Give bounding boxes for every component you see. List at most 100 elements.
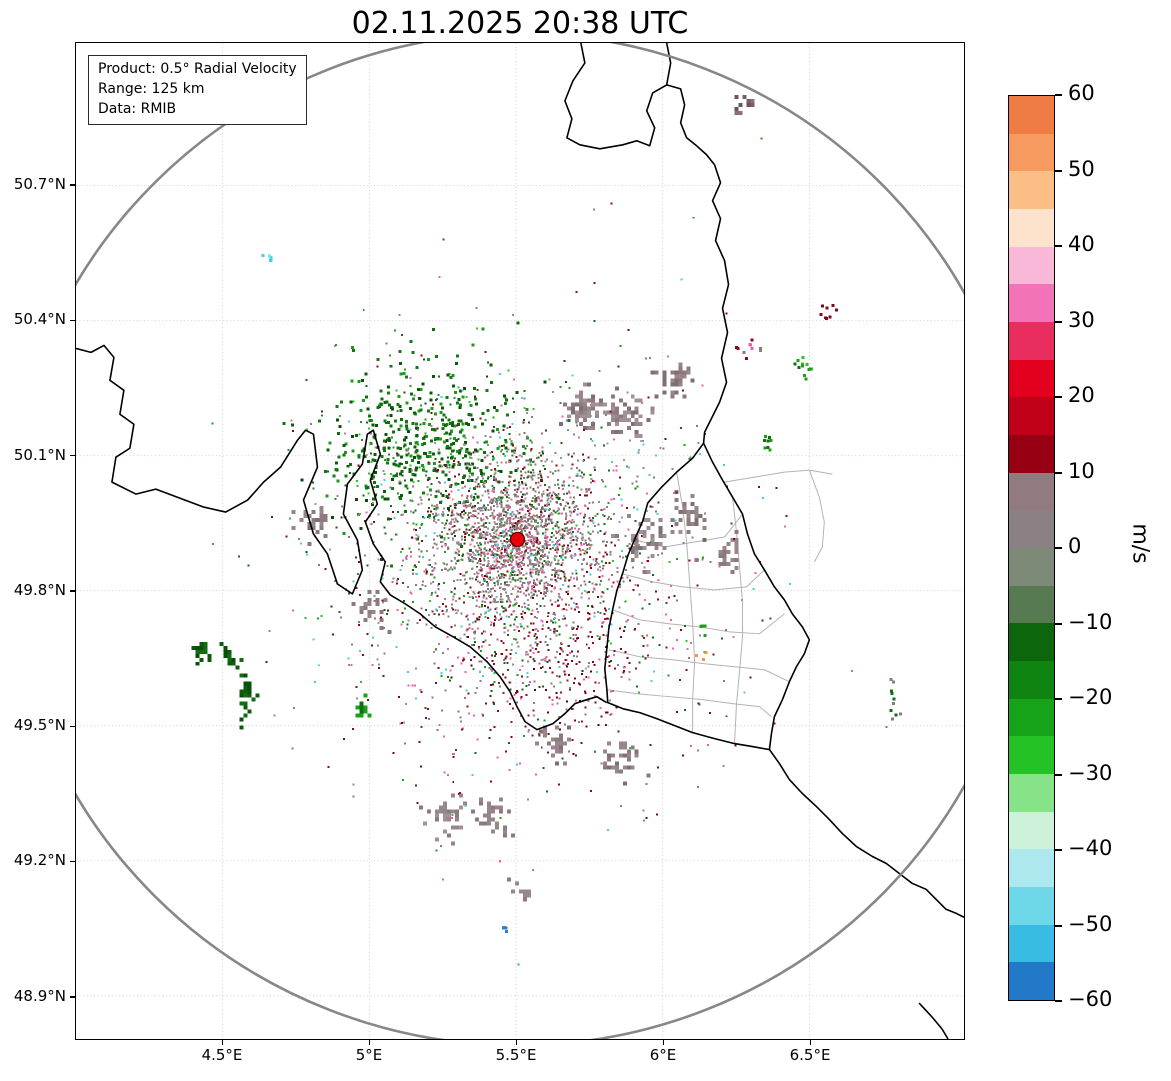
echo-pixels — [734, 98, 755, 115]
echo-pixels — [268, 208, 739, 898]
y-tick-mark — [70, 996, 75, 998]
colorbar-tick-label: 0 — [1068, 534, 1082, 558]
colorbar-band — [1009, 397, 1054, 436]
colorbar-band — [1009, 359, 1054, 398]
echo-pixels — [501, 925, 508, 934]
colorbar-band — [1009, 924, 1054, 963]
colorbar-tick-mark — [1055, 245, 1062, 247]
regional-border — [612, 609, 785, 635]
y-tick-mark — [70, 319, 75, 322]
echo-pixels — [400, 574, 700, 755]
echo-pixels — [307, 370, 707, 786]
colorbar-tick-mark — [1055, 849, 1062, 851]
colorbar-tick-mark — [1055, 698, 1062, 700]
colorbar-band — [1009, 774, 1054, 812]
colorbar-band — [1009, 887, 1054, 925]
info-line-data: Data: RMIB — [98, 100, 177, 117]
y-tick-mark — [70, 590, 75, 592]
colorbar-tick-label: 10 — [1068, 458, 1095, 483]
x-tick-mark — [515, 1040, 517, 1045]
regional-border — [622, 569, 765, 591]
echo-pixels — [318, 339, 571, 568]
colorbar-tick-mark — [1055, 471, 1062, 474]
colorbar-band — [1009, 284, 1054, 323]
y-tick-label: 49.8°N — [13, 580, 66, 599]
x-tick-label: 4.5°E — [201, 1046, 243, 1064]
echo-pixels — [734, 94, 751, 111]
y-tick-mark — [70, 725, 75, 727]
x-tick-mark — [662, 1040, 664, 1045]
colorbar-tick-mark — [1055, 924, 1062, 927]
colorbar-tick-label: 30 — [1068, 307, 1095, 332]
echo-pixels — [267, 254, 271, 258]
regional-border — [608, 649, 790, 683]
y-tick-label: 50.7°N — [13, 174, 66, 193]
x-tick-mark — [221, 1040, 223, 1045]
x-tick-label: 5.5°E — [495, 1046, 537, 1064]
echo-pixels — [195, 238, 898, 793]
x-tick-mark — [368, 1040, 370, 1045]
colorbar-tick-mark — [1055, 773, 1062, 776]
colorbar-tick-label: −60 — [1068, 987, 1113, 1011]
colorbar-tick-mark — [1055, 1000, 1062, 1002]
national-border — [918, 1002, 949, 1039]
echo-pixels — [211, 137, 812, 852]
colorbar-band — [1009, 510, 1054, 549]
x-tick-label: 5°E — [355, 1046, 383, 1064]
national-border — [76, 344, 608, 731]
national-border — [768, 749, 964, 918]
radar-map-canvas — [76, 43, 964, 1039]
radar-dot — [509, 531, 526, 548]
colorbar-band — [1009, 811, 1054, 850]
colorbar-tick-label: −10 — [1068, 609, 1113, 634]
regional-border — [732, 497, 743, 744]
colorbar-tick-label: −20 — [1068, 685, 1113, 709]
colorbar-band — [1009, 435, 1054, 473]
y-tick-mark — [70, 860, 75, 863]
y-tick-label: 49.2°N — [13, 851, 66, 870]
colorbar-tick-label: 40 — [1068, 232, 1095, 256]
colorbar-band — [1009, 133, 1054, 172]
colorbar-band — [1009, 585, 1054, 624]
y-tick-label: 50.4°N — [13, 310, 66, 329]
map-plot: Product: 0.5° Radial Velocity Range: 125… — [75, 42, 965, 1040]
colorbar-band — [1009, 171, 1054, 210]
colorbar-band — [1009, 322, 1054, 360]
echo-pixels — [270, 202, 839, 816]
x-tick-label: 6°E — [649, 1046, 677, 1064]
colorbar-tick-mark — [1055, 320, 1062, 323]
colorbar-tick-label: −50 — [1068, 911, 1113, 936]
colorbar-band — [1009, 623, 1054, 662]
colorbar-band — [1009, 698, 1054, 737]
y-tick-mark — [70, 184, 75, 186]
national-border — [564, 43, 716, 166]
colorbar-band — [1009, 849, 1054, 888]
colorbar-band — [1009, 472, 1054, 511]
regional-border — [606, 689, 772, 718]
echo-pixels — [314, 345, 743, 724]
colorbar-tick-label: −40 — [1068, 836, 1113, 860]
colorbar-tick-mark — [1055, 396, 1062, 398]
colorbar-tick-mark — [1055, 94, 1062, 96]
y-tick-label: 50.1°N — [13, 445, 66, 464]
colorbar-band — [1009, 548, 1054, 586]
colorbar-tick-label: 60 — [1068, 81, 1095, 105]
colorbar-tick-mark — [1055, 547, 1062, 549]
plot-title: 02.11.2025 20:38 UTC — [351, 6, 689, 41]
regional-border — [808, 469, 825, 563]
echo-pixels — [211, 306, 902, 902]
x-tick-mark — [809, 1040, 811, 1045]
y-tick-label: 48.9°N — [13, 986, 66, 1005]
colorbar-tick-mark — [1055, 622, 1062, 625]
national-border — [665, 43, 672, 86]
info-line-range: Range: 125 km — [98, 80, 205, 97]
y-tick-label: 49.5°N — [13, 716, 66, 735]
x-tick-label: 6.5°E — [789, 1046, 831, 1064]
national-border — [702, 164, 730, 444]
colorbar-band — [1009, 661, 1054, 699]
echo-pixels — [694, 650, 708, 662]
colorbar-band — [1009, 736, 1054, 775]
y-tick-mark — [70, 455, 75, 457]
national-border — [604, 442, 811, 751]
colorbar-band — [1009, 209, 1054, 247]
